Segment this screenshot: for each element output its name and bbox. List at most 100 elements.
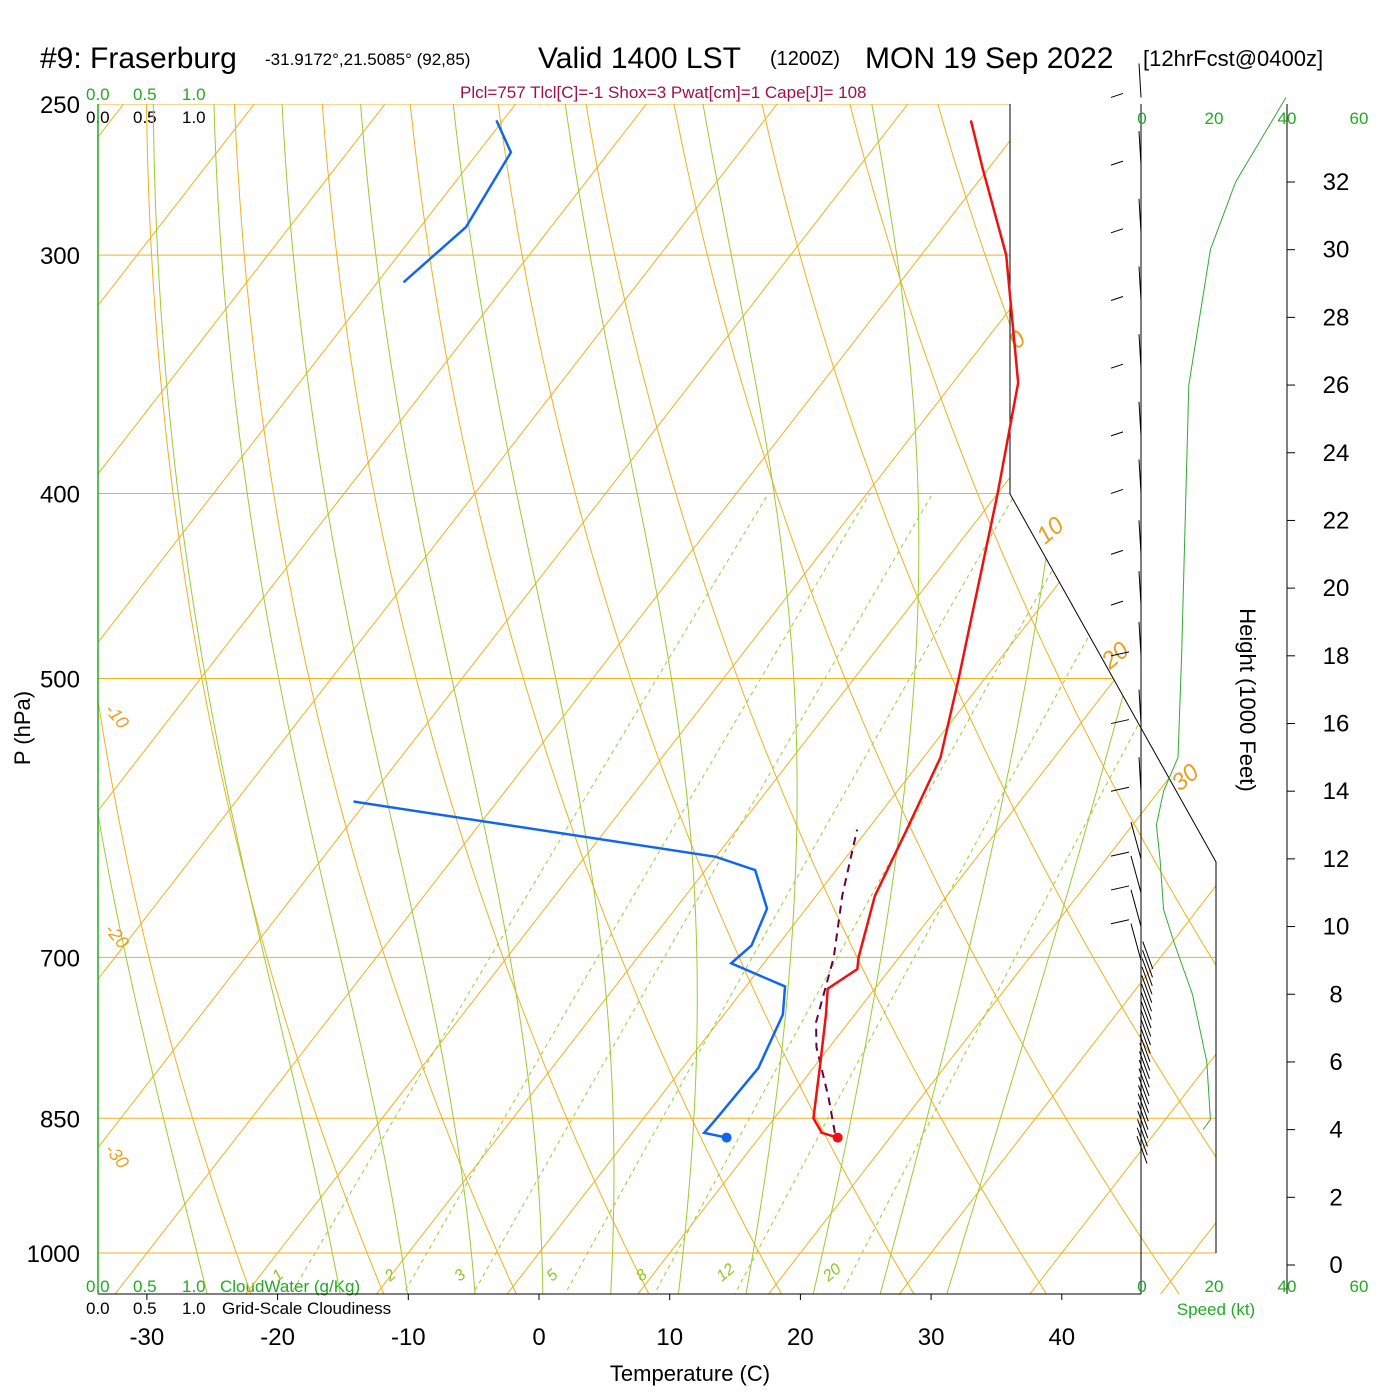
isotherm-label: 20 xyxy=(1096,636,1135,675)
wind-barb-staff xyxy=(1136,1136,1148,1164)
moist-adiabat xyxy=(98,104,217,1294)
wind-barb-staff xyxy=(1139,1042,1151,1071)
wind-barb xyxy=(1141,975,1153,1003)
axis-ticks: 1 2 3 5 8 12 200102030-10-20-30250300400500700… xyxy=(27,92,1350,1351)
isotherm xyxy=(738,104,1216,1294)
temperature-tick-label: 0 xyxy=(532,1324,545,1351)
isotherm xyxy=(98,104,543,1294)
cloud-scale-top: 0.0 0.5 1.0 0.0 0.5 1.0 xyxy=(86,85,206,127)
dry-adiabat xyxy=(98,104,266,1294)
temperature-profile-line xyxy=(812,120,1020,1139)
height-tick-label: 16 xyxy=(1323,711,1350,738)
wind-barb-staff xyxy=(1137,1093,1149,1122)
wind-barb-flag xyxy=(1110,296,1124,301)
pressure-tick-label: 1000 xyxy=(27,1241,80,1268)
title: #9: Fraserburg -31.9172°,21.5085° (92,85… xyxy=(40,42,1323,75)
wind-barb-staff xyxy=(1139,1034,1151,1063)
wind-barb-staff xyxy=(1137,1119,1148,1147)
isotherm xyxy=(98,104,804,1294)
height-tick-label: 8 xyxy=(1329,981,1342,1008)
cloudiness-tick: 0.0 xyxy=(86,1299,110,1318)
cloudiness-tick: 1.0 xyxy=(182,1299,206,1318)
height-tick-label: 10 xyxy=(1323,914,1350,941)
wind-barb-staff xyxy=(1138,266,1142,301)
wind-barb-flag xyxy=(1110,488,1124,494)
height-tick-label: 26 xyxy=(1323,372,1350,399)
wind-barb-staff xyxy=(1138,520,1142,555)
wind-barb xyxy=(1110,266,1142,301)
dry-adiabat xyxy=(406,104,804,1294)
wind-barb-staff xyxy=(1138,757,1142,792)
stability-indices: Plcl=757 Tlcl[C]=-1 Shox=3 Pwat[cm]=1 Ca… xyxy=(460,83,867,102)
moist-adiabat xyxy=(357,104,544,1294)
wind-barb xyxy=(1139,1034,1151,1063)
wind-barb-staff xyxy=(1136,1127,1148,1156)
wind-barb-flag xyxy=(1110,363,1124,369)
mixing-ratio-line xyxy=(381,493,871,1294)
speed-tick-top: 60 xyxy=(1350,109,1369,128)
height-panel xyxy=(1140,104,1288,1294)
pressure-tick-label: 300 xyxy=(40,243,80,270)
moist-adiabat xyxy=(869,104,1071,1294)
pressure-tick-label: 850 xyxy=(40,1106,80,1133)
wind-barb xyxy=(1110,198,1142,234)
wind-barb-staff xyxy=(1130,923,1142,961)
x-axis-label: Temperature (C) xyxy=(610,1361,770,1386)
isotherm xyxy=(98,104,1066,1294)
wind-barb xyxy=(1110,571,1142,606)
wind-barb-staff xyxy=(1130,889,1142,927)
speed-tick-bottom: 0 xyxy=(1137,1277,1146,1296)
dry-adiabat-label: -20 xyxy=(101,920,133,953)
mixing-ratio-line xyxy=(451,493,934,1294)
wind-barb-staff xyxy=(1138,131,1142,166)
dry-adiabat xyxy=(493,104,938,1294)
wind-barb xyxy=(1142,941,1154,970)
wind-barb-staff xyxy=(1137,1102,1149,1130)
wind-barb xyxy=(1136,1127,1148,1156)
isotherm xyxy=(477,104,1216,1294)
wind-barb-staff xyxy=(1138,1068,1150,1096)
cloud-scale-bottom: 0.0 0.5 1.0 CloudWater (g/Kg) 0.0 0.5 1.… xyxy=(86,1277,391,1318)
wind-barb xyxy=(1140,1009,1152,1037)
plot-frame xyxy=(98,104,1217,1295)
height-tick-label: 2 xyxy=(1329,1184,1342,1211)
wind-barb-staff xyxy=(1140,1000,1152,1029)
temperature-tick-label: -20 xyxy=(260,1324,295,1351)
wind-barb xyxy=(1141,958,1153,986)
wind-barb-staff xyxy=(1138,689,1142,724)
wind-barb-staff xyxy=(1137,1110,1149,1139)
wind-barb-staff xyxy=(1130,855,1142,893)
wind-barb-staff xyxy=(1141,975,1153,1003)
forecast-label: [12hrFcst@0400z] xyxy=(1143,46,1323,71)
height-tick-label: 22 xyxy=(1323,507,1350,534)
cloudwater-tick: 1.0 xyxy=(182,1277,206,1296)
temperature-tick-label: 10 xyxy=(656,1324,683,1351)
wind-barb-staff xyxy=(1138,401,1142,436)
wind-barb-flag xyxy=(1110,600,1124,606)
moist-adiabat xyxy=(449,104,615,1294)
moist-adiabat xyxy=(279,104,479,1294)
dry-adiabat xyxy=(319,104,669,1294)
wind-speed-line xyxy=(1155,97,1287,1130)
wind-barb xyxy=(1110,757,1142,792)
speed-tick-bottom: 40 xyxy=(1278,1277,1297,1296)
speed-label: Speed (kt) xyxy=(1177,1300,1255,1319)
cloudiness-tick: 0.5 xyxy=(133,108,157,127)
wind-barb xyxy=(1137,1119,1148,1147)
isotherm xyxy=(98,104,935,1294)
wind-barb-staff xyxy=(1138,63,1142,98)
dry-adiabat xyxy=(1188,104,1216,1294)
speed-tick-top: 40 xyxy=(1278,109,1297,128)
wind-barb xyxy=(1138,1059,1150,1088)
cloudwater-tick: 1.0 xyxy=(182,85,206,104)
wind-barb xyxy=(1138,1068,1150,1096)
height-tick-label: 6 xyxy=(1329,1049,1342,1076)
wind-barb xyxy=(1110,334,1142,369)
dewpoint-profile-line xyxy=(353,800,787,1139)
temperature-tick-label: 30 xyxy=(918,1324,945,1351)
surface-temperature-point xyxy=(832,1132,843,1143)
dry-adiabat xyxy=(1363,70,1400,1332)
wind-barb-staff xyxy=(1140,992,1152,1020)
station-coords: -31.9172°,21.5085° (92,85) xyxy=(265,50,470,69)
